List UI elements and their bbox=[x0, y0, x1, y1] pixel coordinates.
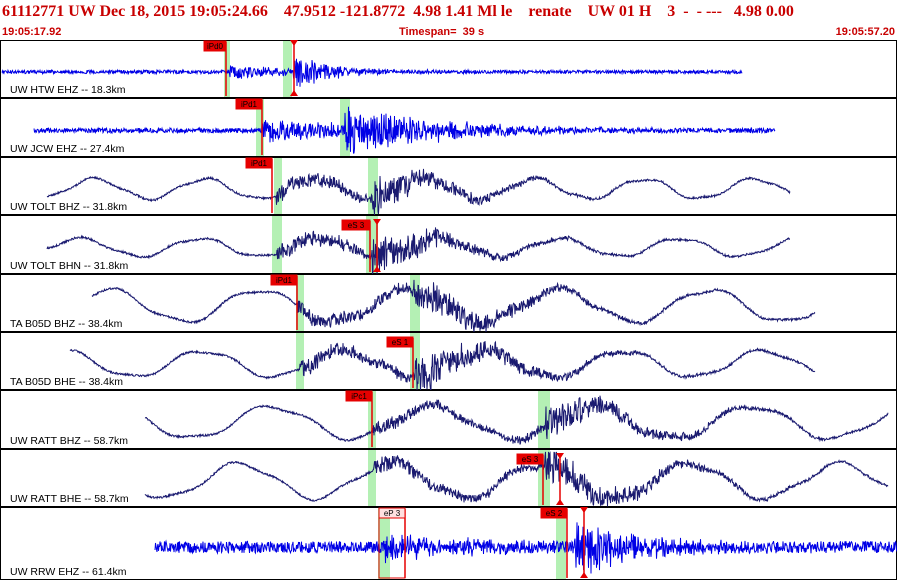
pick-marker-up-icon[interactable] bbox=[580, 572, 588, 578]
pick-label: eS 3 bbox=[348, 221, 365, 230]
arrival-window bbox=[283, 41, 292, 97]
trace-panel[interactable]: iPd1 UW TOLT BHZ -- 31.8km bbox=[0, 157, 897, 216]
trace-panel[interactable]: eS 3 UW TOLT BHN -- 31.8km bbox=[0, 215, 897, 275]
event-summary-title: 61112771 UW Dec 18, 2015 19:05:24.66 47.… bbox=[2, 3, 794, 20]
station-channel-label: TA B05D BHZ -- 38.4km bbox=[10, 318, 123, 330]
panel-frame bbox=[0, 390, 897, 449]
pick-tag[interactable] bbox=[270, 274, 298, 286]
pick-tag[interactable] bbox=[341, 219, 371, 231]
pick-marker-up-icon[interactable] bbox=[290, 90, 298, 96]
panel-frame bbox=[0, 507, 897, 580]
pick-label: iPc1 bbox=[351, 392, 367, 401]
waveform-trace bbox=[144, 395, 889, 445]
station-channel-label: UW TOLT BHZ -- 31.8km bbox=[10, 201, 127, 213]
waveform-trace bbox=[46, 168, 791, 216]
pick-tag[interactable] bbox=[345, 390, 373, 402]
pick-tag[interactable] bbox=[203, 40, 227, 52]
station-channel-label: UW RATT BHE -- 58.7km bbox=[10, 493, 129, 505]
pick-marker-up-icon[interactable] bbox=[373, 266, 381, 272]
station-channel-label: UW HTW EHZ -- 18.3km bbox=[10, 84, 126, 96]
pick-label: eP 3 bbox=[384, 509, 401, 518]
waveform-trace bbox=[144, 451, 889, 507]
arrival-window bbox=[272, 216, 282, 273]
trace-panel[interactable]: eS 1 TA B05D BHE -- 38.4km bbox=[0, 332, 897, 391]
pick-tag[interactable] bbox=[235, 98, 263, 110]
pick-label: eS 3 bbox=[522, 455, 539, 464]
pick-tag[interactable] bbox=[245, 157, 273, 169]
pick-marker-down-icon[interactable] bbox=[580, 507, 588, 513]
trace-panel[interactable]: iPd1 UW JCW EHZ -- 27.4km bbox=[0, 98, 897, 157]
pick-tag[interactable] bbox=[516, 453, 544, 465]
pick-label: iPd1 bbox=[241, 100, 258, 109]
arrival-window bbox=[296, 333, 304, 389]
waveform-trace bbox=[69, 340, 816, 391]
station-channel-label: TA B05D BHE -- 38.4km bbox=[10, 376, 123, 388]
trace-panel[interactable]: iPd0 UW HTW EHZ -- 18.3km bbox=[0, 40, 897, 98]
arrival-window bbox=[224, 41, 230, 97]
station-channel-label: UW TOLT BHN -- 31.8km bbox=[10, 260, 128, 272]
pick-window-box bbox=[378, 507, 406, 579]
waveform-trace bbox=[46, 227, 790, 275]
arrival-window bbox=[274, 158, 282, 214]
start-time-label: 19:05:17.92 bbox=[2, 26, 62, 38]
panel-frame bbox=[0, 40, 897, 98]
pick-tag[interactable] bbox=[386, 336, 414, 348]
arrival-window bbox=[256, 99, 264, 156]
waveform-trace bbox=[154, 522, 897, 574]
pick-marker-down-icon[interactable] bbox=[290, 40, 298, 46]
trace-panel[interactable]: iPd1 TA B05D BHZ -- 38.4km bbox=[0, 274, 897, 333]
waveform-trace bbox=[33, 106, 776, 154]
event-header: 61112771 UW Dec 18, 2015 19:05:24.66 47.… bbox=[0, 0, 897, 40]
pick-marker-up-icon[interactable] bbox=[556, 499, 564, 505]
pick-marker-down-icon[interactable] bbox=[556, 453, 564, 459]
panel-frame bbox=[0, 157, 897, 215]
pick-marker-down-icon[interactable] bbox=[373, 219, 381, 225]
pick-label: iPd1 bbox=[276, 276, 293, 285]
end-time-label: 19:05:57.20 bbox=[835, 26, 895, 38]
arrival-window bbox=[410, 275, 420, 331]
pick-label: eS 2 bbox=[546, 509, 563, 518]
waveform-trace bbox=[1, 58, 743, 87]
arrival-window bbox=[368, 450, 376, 506]
trace-panel[interactable]: iPc1 UW RATT BHZ -- 58.7km bbox=[0, 390, 897, 449]
pick-label: iPd1 bbox=[251, 159, 268, 168]
panel-frame bbox=[0, 449, 897, 507]
pick-tag[interactable] bbox=[540, 507, 568, 519]
station-channel-label: UW RATT BHZ -- 58.7km bbox=[10, 435, 128, 447]
seismogram-panels[interactable]: iPd0 UW HTW EHZ -- 18.3km iPd1 UW JCW EHZ -… bbox=[0, 40, 897, 580]
station-channel-label: UW JCW EHZ -- 27.4km bbox=[10, 143, 125, 155]
timespan-label: Timespan= 39 s bbox=[399, 26, 485, 38]
trace-panel[interactable]: eS 3 UW RATT BHE -- 58.7km bbox=[0, 449, 897, 507]
arrival-window bbox=[368, 158, 378, 214]
arrival-window bbox=[538, 391, 550, 448]
station-channel-label: UW RRW EHZ -- 61.4km bbox=[10, 566, 127, 578]
pick-label: eS 1 bbox=[392, 338, 409, 347]
waveform-trace bbox=[91, 279, 816, 333]
trace-panel[interactable]: eP 3 eS 2 UW RRW EHZ -- 61.4km bbox=[0, 507, 897, 580]
pick-label: iPd0 bbox=[207, 42, 224, 51]
